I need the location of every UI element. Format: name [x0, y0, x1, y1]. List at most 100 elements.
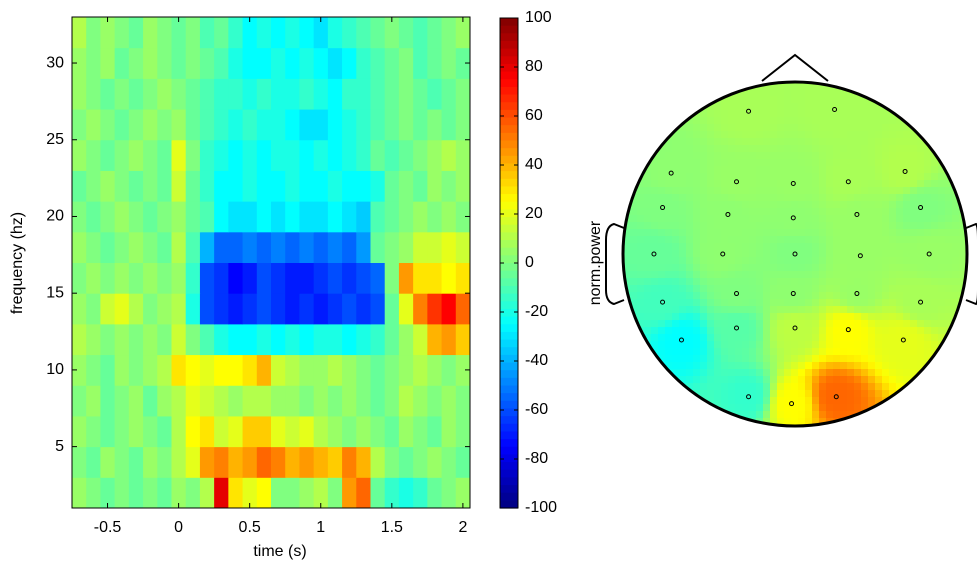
interpolated-field-cell	[798, 411, 806, 419]
heatmap-cell	[157, 354, 172, 386]
x-tick-label: 1	[316, 519, 325, 536]
interpolated-field-cell	[756, 124, 764, 132]
interpolated-field-cell	[693, 194, 701, 202]
interpolated-field-cell	[896, 201, 904, 209]
interpolated-field-cell	[707, 180, 715, 188]
interpolated-field-cell	[805, 180, 813, 188]
interpolated-field-cell	[861, 145, 869, 153]
interpolated-field-cell	[833, 103, 841, 111]
interpolated-field-cell	[714, 285, 722, 293]
interpolated-field-cell	[938, 327, 946, 335]
heatmap-cell	[72, 231, 87, 263]
interpolated-field-cell	[637, 201, 645, 209]
heatmap-cell	[299, 293, 315, 325]
heatmap-cell	[72, 477, 87, 509]
interpolated-field-cell	[847, 397, 855, 405]
interpolated-field-cell	[812, 152, 820, 160]
interpolated-field-cell	[896, 264, 904, 272]
colorbar-tick-label: 0	[525, 254, 534, 271]
interpolated-field-cell	[805, 173, 813, 181]
plot-frame	[71, 16, 471, 509]
heatmap-cell	[185, 78, 201, 110]
interpolated-field-cell	[644, 292, 652, 300]
interpolated-field-cell	[847, 264, 855, 272]
interpolated-field-cell	[819, 166, 827, 174]
interpolated-field-cell	[882, 313, 890, 321]
interpolated-field-cell	[721, 124, 729, 132]
interpolated-field-cell	[763, 362, 771, 370]
interpolated-field-cell	[672, 243, 680, 251]
interpolated-field-cell	[756, 320, 764, 328]
interpolated-field-cell	[770, 236, 778, 244]
interpolated-field-cell	[847, 159, 855, 167]
interpolated-field-cell	[798, 166, 806, 174]
interpolated-field-cell	[847, 390, 855, 398]
heatmap-cell	[228, 446, 244, 478]
heatmap-cell	[441, 385, 457, 417]
interpolated-field-cell	[903, 131, 911, 139]
interpolated-field-cell	[833, 96, 841, 104]
interpolated-field-cell	[672, 327, 680, 335]
interpolated-field-cell	[728, 285, 736, 293]
interpolated-field-cell	[798, 418, 806, 426]
interpolated-field-cell	[700, 285, 708, 293]
interpolated-field-cell	[931, 236, 939, 244]
interpolated-field-cell	[861, 110, 869, 118]
interpolated-field-cell	[847, 362, 855, 370]
interpolated-field-cell	[945, 208, 953, 216]
interpolated-field-cell	[728, 383, 736, 391]
interpolated-field-cell	[805, 82, 813, 90]
interpolated-field-cell	[700, 292, 708, 300]
interpolated-field-cell	[721, 369, 729, 377]
colorbar-swatch	[500, 186, 518, 195]
interpolated-field-cell	[630, 173, 638, 181]
interpolated-field-cell	[875, 103, 883, 111]
heatmap-cell	[327, 385, 343, 417]
interpolated-field-cell	[714, 348, 722, 356]
colorbar-swatch	[500, 18, 518, 27]
interpolated-field-cell	[840, 180, 848, 188]
interpolated-field-cell	[770, 222, 778, 230]
interpolated-field-cell	[756, 236, 764, 244]
interpolated-field-cell	[763, 222, 771, 230]
interpolated-field-cell	[658, 299, 666, 307]
interpolated-field-cell	[770, 278, 778, 286]
interpolated-field-cell	[861, 334, 869, 342]
interpolated-field-cell	[924, 355, 932, 363]
colorbar-swatch	[500, 354, 518, 364]
interpolated-field-cell	[679, 208, 687, 216]
interpolated-field-cell	[798, 243, 806, 251]
interpolated-field-cell	[861, 306, 869, 314]
interpolated-field-cell	[714, 369, 722, 377]
interpolated-field-cell	[931, 320, 939, 328]
heatmap-cell	[242, 170, 258, 202]
interpolated-field-cell	[672, 180, 680, 188]
interpolated-field-cell	[931, 313, 939, 321]
interpolated-field-cell	[770, 348, 778, 356]
interpolated-field-cell	[959, 236, 967, 244]
interpolated-field-cell	[763, 313, 771, 321]
interpolated-field-cell	[714, 390, 722, 398]
heatmap-cell	[128, 109, 144, 141]
interpolated-field-cell	[840, 320, 848, 328]
interpolated-field-cell	[791, 348, 799, 356]
interpolated-field-cell	[917, 306, 925, 314]
interpolated-field-cell	[714, 299, 722, 307]
colorbar-swatch	[500, 263, 518, 272]
interpolated-field-cell	[791, 397, 799, 405]
interpolated-field-cell	[924, 222, 932, 230]
heatmap-cell	[114, 262, 130, 294]
interpolated-field-cell	[686, 271, 694, 279]
interpolated-field-cell	[693, 173, 701, 181]
interpolated-field-cell	[798, 376, 806, 384]
interpolated-field-cell	[700, 173, 708, 181]
interpolated-field-cell	[686, 243, 694, 251]
heatmap-cell	[285, 354, 300, 386]
interpolated-field-cell	[854, 257, 862, 265]
interpolated-field-cell	[854, 348, 862, 356]
interpolated-field-cell	[819, 383, 827, 391]
interpolated-field-cell	[721, 306, 729, 314]
interpolated-field-cell	[700, 194, 708, 202]
heatmap-cell	[455, 201, 471, 233]
interpolated-field-cell	[637, 215, 645, 223]
